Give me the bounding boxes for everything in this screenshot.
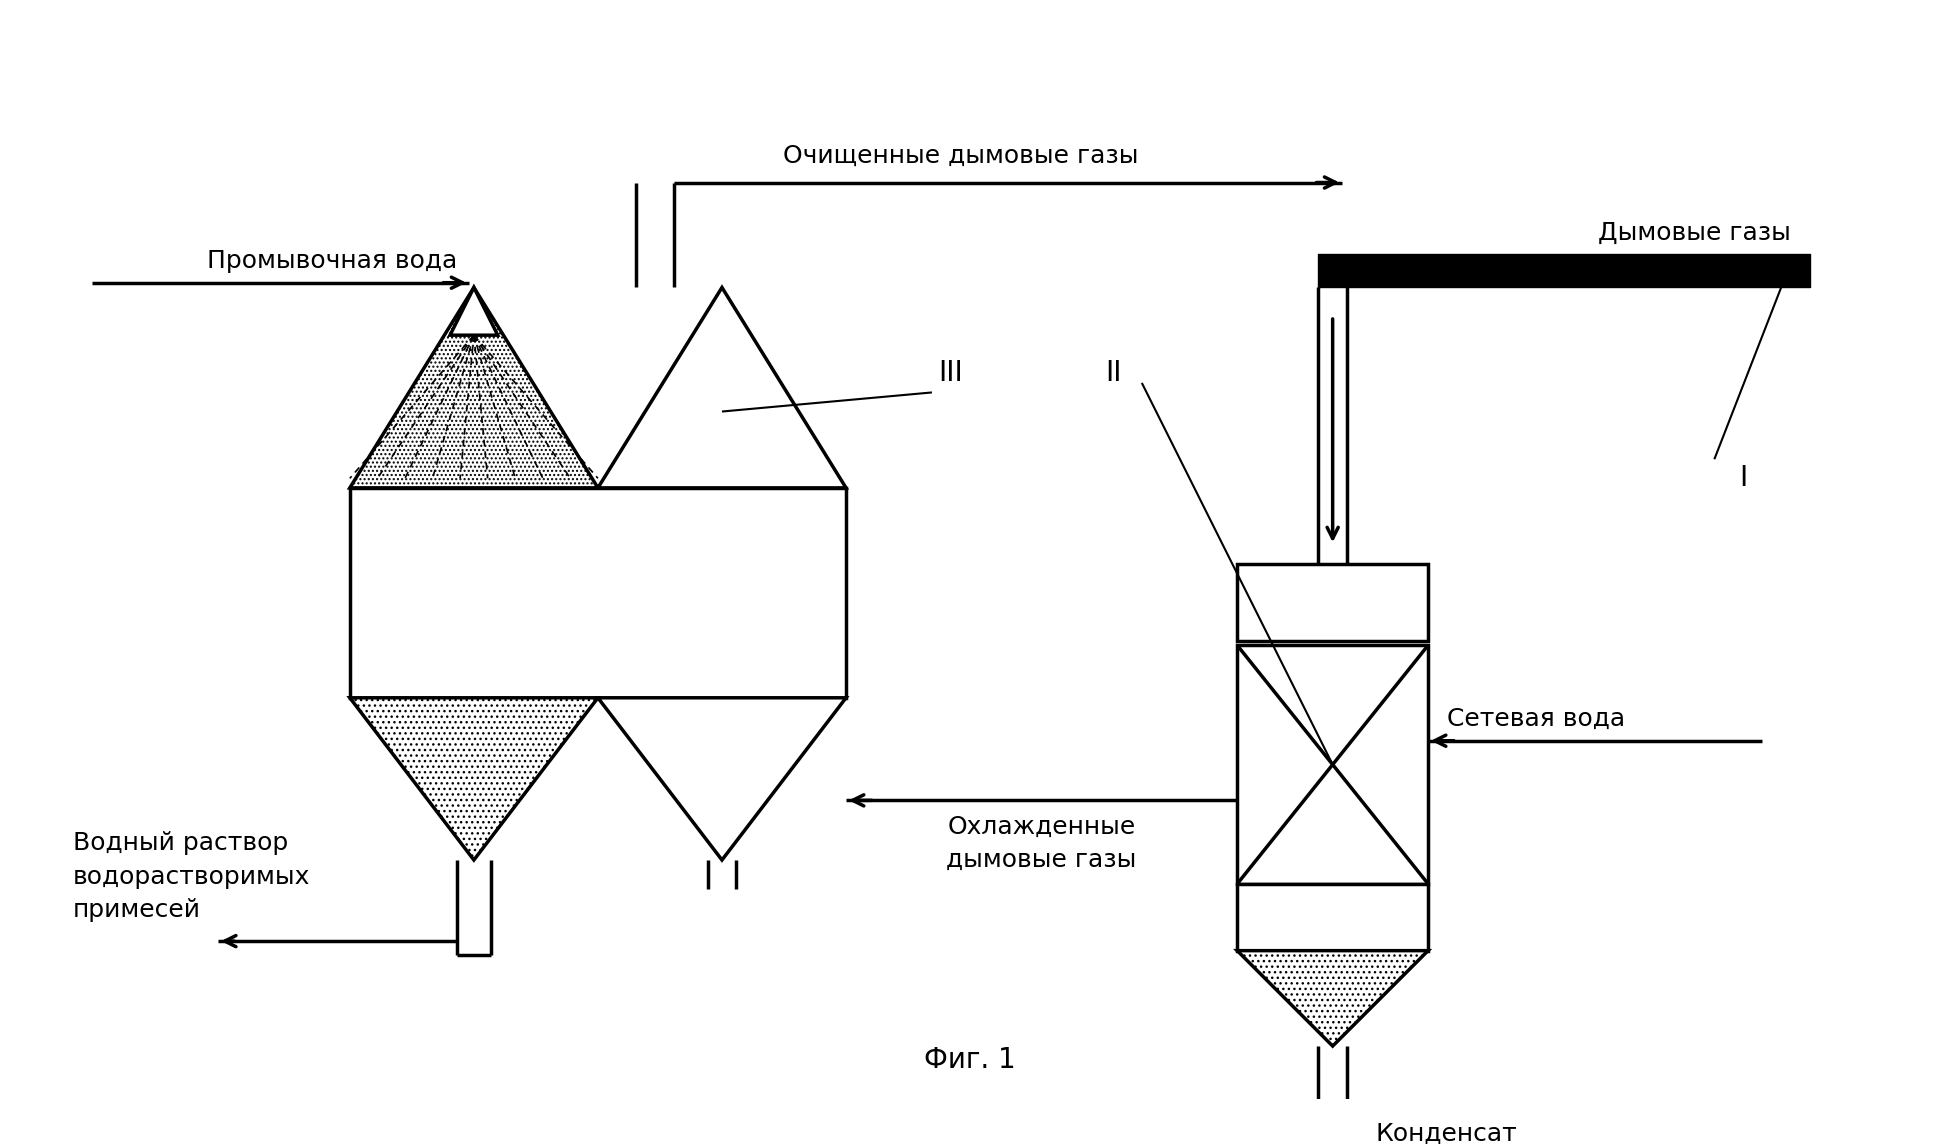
Polygon shape bbox=[598, 698, 845, 860]
Text: Сетевая вода: Сетевая вода bbox=[1448, 707, 1624, 731]
Bar bbox=[350, 487, 845, 698]
Text: Конденсат: Конденсат bbox=[1376, 1122, 1517, 1144]
Polygon shape bbox=[350, 698, 598, 860]
Polygon shape bbox=[451, 287, 497, 335]
Text: Фиг. 1: Фиг. 1 bbox=[925, 1047, 1016, 1074]
Bar bbox=[1238, 564, 1428, 641]
Text: Очищенные дымовые газы: Очищенные дымовые газы bbox=[783, 144, 1139, 168]
Bar bbox=[1238, 884, 1428, 951]
Polygon shape bbox=[598, 287, 845, 487]
Text: Водный раствор
водорастворимых
примесей: Водный раствор водорастворимых примесей bbox=[74, 831, 311, 922]
Polygon shape bbox=[350, 287, 598, 487]
Text: Дымовые газы: Дымовые газы bbox=[1597, 221, 1791, 245]
Polygon shape bbox=[1238, 951, 1428, 1046]
Text: Охлажденные
дымовые газы: Охлажденные дымовые газы bbox=[946, 815, 1137, 872]
Text: I: I bbox=[1739, 464, 1747, 492]
Text: II: II bbox=[1106, 359, 1121, 388]
Text: III: III bbox=[938, 359, 964, 388]
Bar bbox=[1238, 645, 1428, 884]
Text: Промывочная вода: Промывочная вода bbox=[206, 249, 457, 273]
